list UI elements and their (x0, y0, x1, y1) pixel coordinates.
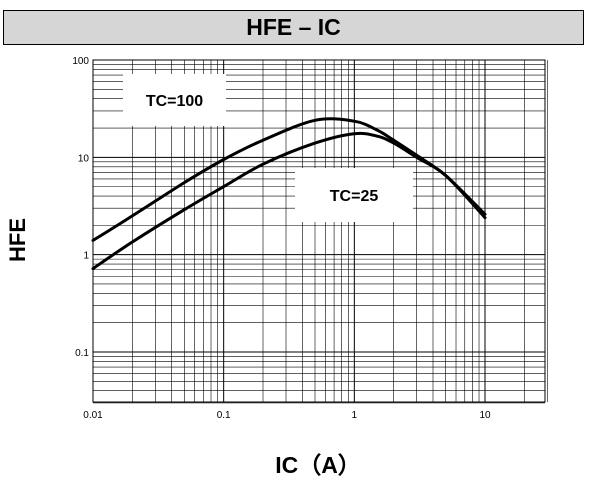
plot-border (92, 59, 546, 403)
x-tick-label: 0.01 (83, 410, 103, 421)
y-tick-label: 10 (78, 153, 90, 164)
chart-title: HFE – IC (3, 10, 584, 45)
x-axis-label: IC（A） (275, 452, 361, 478)
series-line-tc25 (91, 131, 487, 271)
x-tick-label: 10 (479, 410, 491, 421)
y-tick-label: 1 (83, 251, 89, 262)
annotations: TC=100 TC=25 (123, 74, 413, 222)
tick-labels: 0.01 0.1 1 10 100 10 1 0.1 (72, 56, 491, 421)
y-tick-label: 100 (72, 56, 89, 67)
series-line-tc100 (91, 117, 487, 242)
series-lines (91, 117, 487, 271)
annotation-box (123, 74, 226, 126)
x-tick-label: 0.1 (217, 410, 231, 421)
y-tick-label: 0.1 (75, 348, 89, 359)
annotation-box (295, 168, 413, 222)
annotation-label: TC=100 (146, 93, 203, 110)
x-tick-label: 1 (352, 410, 358, 421)
annotation-label: TC=25 (330, 188, 379, 205)
